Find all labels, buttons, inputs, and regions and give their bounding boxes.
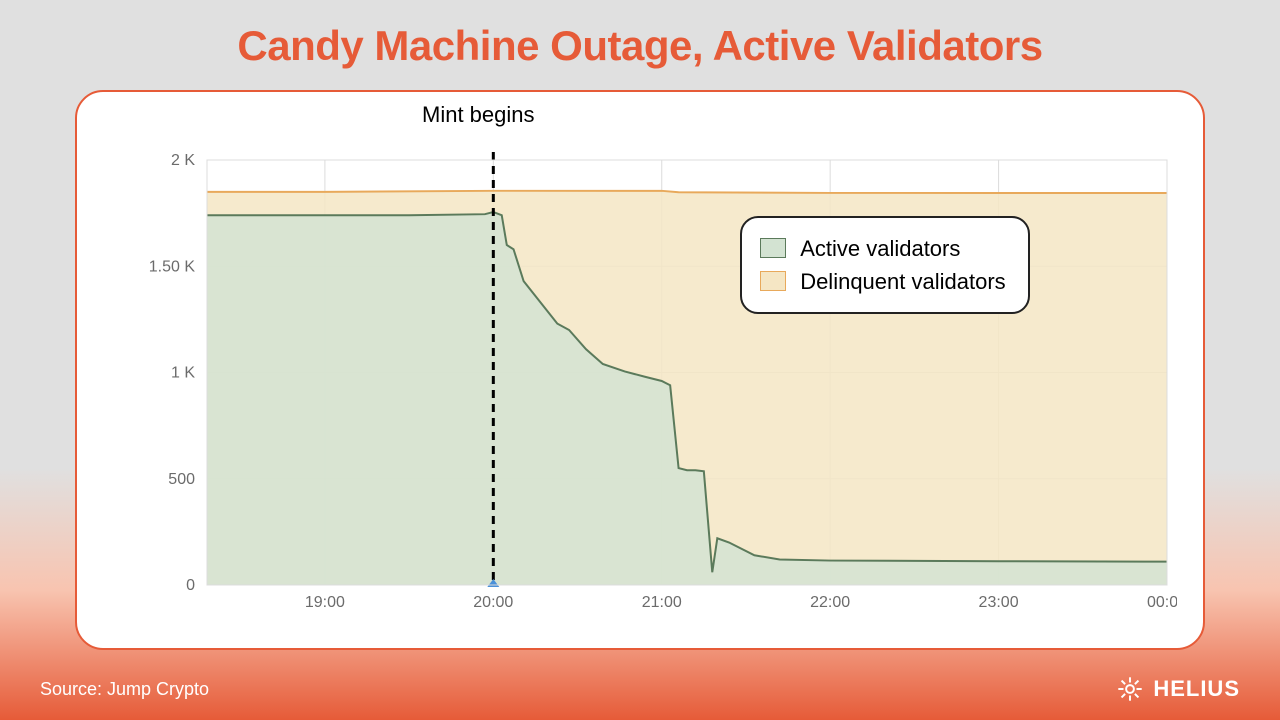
svg-text:1 K: 1 K bbox=[171, 365, 195, 382]
brand: HELIUS bbox=[1117, 676, 1240, 702]
footer: Source: Jump Crypto HELIUS bbox=[40, 676, 1240, 702]
svg-text:22:00: 22:00 bbox=[810, 594, 850, 611]
legend-label: Active validators bbox=[800, 232, 960, 265]
svg-text:20:00: 20:00 bbox=[473, 594, 513, 611]
legend-label: Delinquent validators bbox=[800, 265, 1005, 298]
svg-text:19:00: 19:00 bbox=[305, 594, 345, 611]
source-label: Source: Jump Crypto bbox=[40, 679, 209, 700]
page-title: Candy Machine Outage, Active Validators bbox=[0, 0, 1280, 70]
svg-text:2 K: 2 K bbox=[171, 152, 195, 169]
svg-text:23:00: 23:00 bbox=[979, 594, 1019, 611]
svg-text:500: 500 bbox=[168, 471, 195, 488]
svg-text:0: 0 bbox=[186, 577, 195, 594]
chart-area: 0 500 1 K 1.50 K 2 K 19:00 20:00 21:00 22:00 23:0… bbox=[137, 150, 1177, 620]
slide: Candy Machine Outage, Active Validators … bbox=[0, 0, 1280, 720]
chart-card: Mint begins 0 500 1 K 1.50 K 2 K 19:00 20:00 21… bbox=[75, 90, 1205, 650]
legend-item: Delinquent validators bbox=[760, 265, 1005, 298]
legend-item: Active validators bbox=[760, 232, 1005, 265]
svg-text:1.50 K: 1.50 K bbox=[149, 258, 196, 275]
svg-text:00:00: 00:00 bbox=[1147, 594, 1177, 611]
mint-annotation: Mint begins bbox=[422, 102, 535, 128]
legend-swatch bbox=[760, 238, 786, 258]
brand-text: HELIUS bbox=[1153, 676, 1240, 702]
helius-logo-icon bbox=[1117, 676, 1143, 702]
svg-text:21:00: 21:00 bbox=[642, 594, 682, 611]
chart-legend: Active validatorsDelinquent validators bbox=[740, 216, 1029, 314]
legend-swatch bbox=[760, 271, 786, 291]
